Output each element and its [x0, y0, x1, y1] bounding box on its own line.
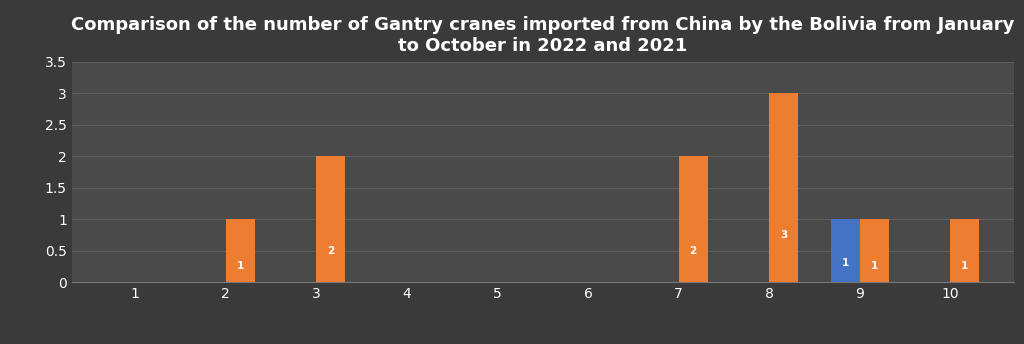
Text: 2: 2 — [327, 246, 335, 256]
Bar — [679, 156, 708, 282]
Text: 1: 1 — [237, 261, 244, 271]
Bar — [316, 156, 345, 282]
Text: 1: 1 — [962, 261, 969, 271]
Bar — [950, 219, 979, 282]
Text: 1: 1 — [870, 261, 878, 271]
Bar — [225, 219, 255, 282]
Bar — [830, 219, 860, 282]
Text: 1: 1 — [842, 258, 849, 268]
Title: Comparison of the number of Gantry cranes imported from China by the Bolivia fro: Comparison of the number of Gantry crane… — [71, 16, 1015, 55]
Bar — [769, 93, 798, 282]
Text: 2: 2 — [689, 246, 696, 256]
Text: 3: 3 — [780, 230, 787, 240]
Bar — [860, 219, 889, 282]
